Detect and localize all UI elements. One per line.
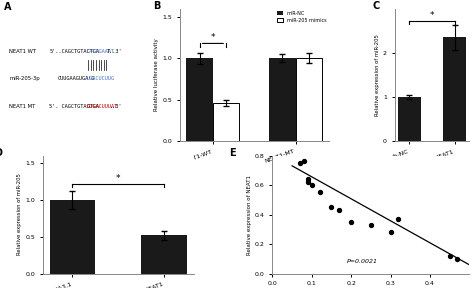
Y-axis label: Relative expression of miR-205: Relative expression of miR-205	[375, 34, 380, 116]
Text: ..3': ..3'	[109, 104, 122, 109]
Legend: miR-NC, miR-205 mimics: miR-NC, miR-205 mimics	[277, 11, 327, 22]
Point	[336, 208, 343, 213]
Bar	[443, 37, 466, 141]
Point	[387, 230, 394, 234]
Point	[296, 161, 304, 165]
Text: C: C	[372, 1, 380, 11]
Text: NEAT1 MT: NEAT1 MT	[9, 104, 36, 109]
Bar	[141, 235, 187, 274]
Point	[300, 159, 308, 164]
Text: T..3': T..3'	[107, 49, 123, 54]
Text: *: *	[210, 33, 215, 42]
Text: *: *	[116, 174, 120, 183]
Text: CACTGAAAT: CACTGAAAT	[87, 49, 115, 54]
Bar	[296, 58, 322, 141]
Point	[304, 177, 311, 181]
Bar	[269, 58, 296, 141]
Text: GUGACUUUAT: GUGACUUUAT	[87, 104, 118, 109]
Point	[446, 254, 453, 258]
Point	[308, 183, 316, 187]
Point	[454, 257, 461, 261]
Text: UGACUCUUG: UGACUCUUG	[87, 76, 115, 81]
Text: *: *	[430, 11, 434, 20]
Y-axis label: Relative expression of NEAT1: Relative expression of NEAT1	[247, 175, 252, 255]
Point	[347, 220, 355, 224]
Point	[367, 223, 374, 227]
Text: miR-205-3p: miR-205-3p	[9, 76, 40, 81]
Bar	[186, 58, 213, 141]
Text: A: A	[4, 2, 12, 12]
Y-axis label: Relative luciferase activity: Relative luciferase activity	[155, 39, 159, 111]
Bar	[213, 103, 239, 141]
Text: 5'. CAGCTGTACTGA: 5'. CAGCTGTACTGA	[49, 104, 99, 109]
Point	[395, 217, 402, 221]
Bar	[50, 200, 95, 274]
Text: CUUGAAGUGA-G: CUUGAAGUGA-G	[57, 76, 95, 81]
Text: NEAT1 WT: NEAT1 WT	[9, 49, 36, 54]
Point	[328, 205, 335, 209]
Text: D: D	[0, 148, 2, 158]
Text: E: E	[229, 148, 236, 158]
Text: B: B	[153, 1, 160, 11]
Y-axis label: Relative expression of miR-205: Relative expression of miR-205	[18, 174, 22, 255]
Point	[304, 180, 311, 184]
Text: 5'..CAGCTGTACTGA: 5'..CAGCTGTACTGA	[49, 49, 99, 54]
Text: P=0.0021: P=0.0021	[347, 259, 378, 264]
Bar	[398, 97, 420, 141]
Point	[316, 190, 323, 195]
